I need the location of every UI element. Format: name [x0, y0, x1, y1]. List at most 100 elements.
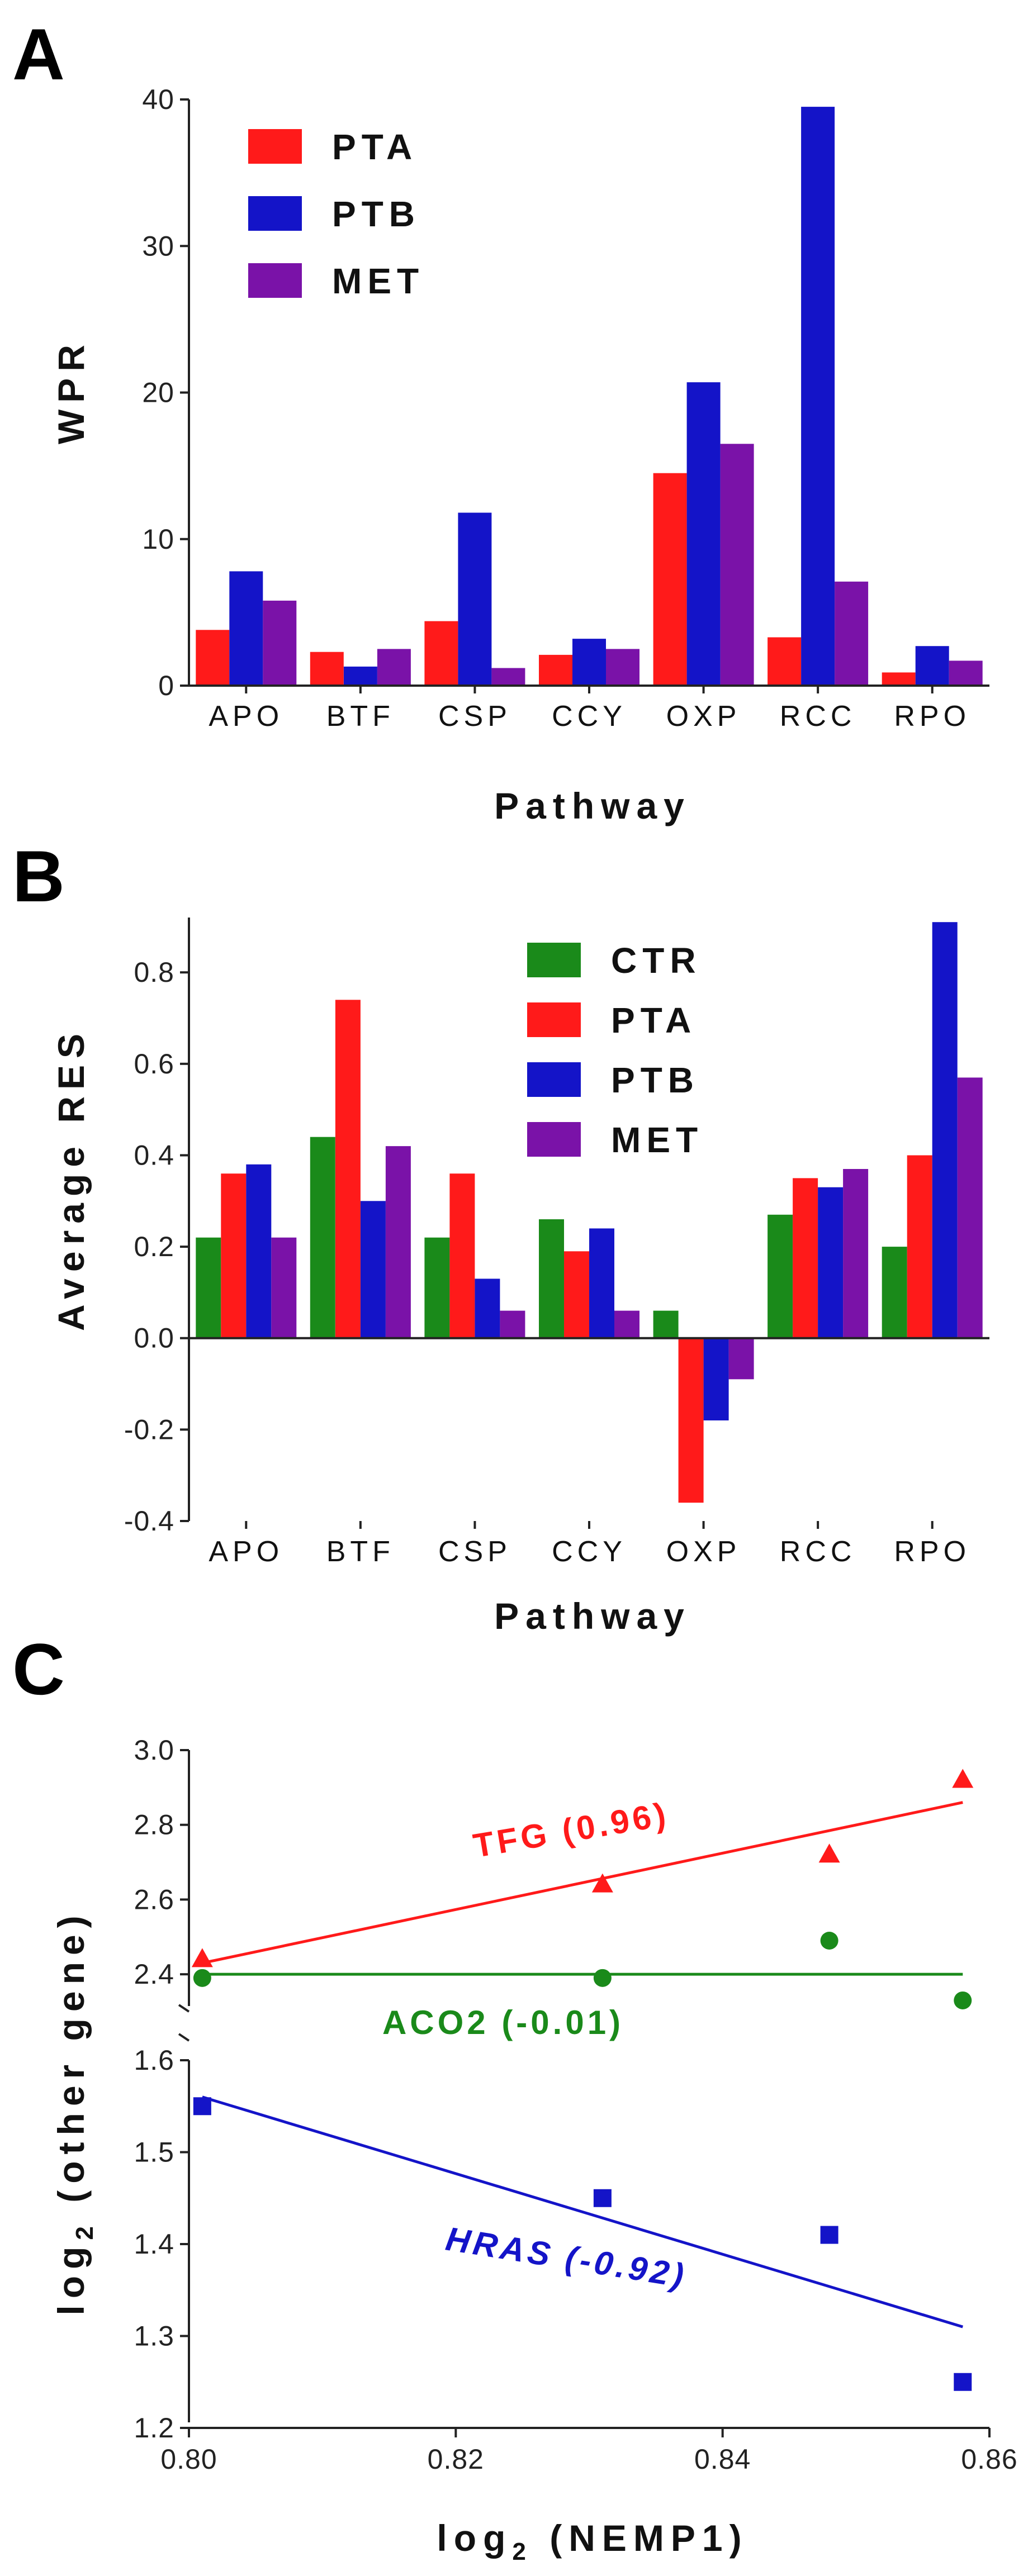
chart-c-ytick-label: 1.2	[134, 2412, 174, 2444]
chart-a-bar-ptb-rcc	[801, 107, 835, 686]
chart-b-ytick-label: 0.0	[134, 1323, 174, 1354]
chart-b-ytick-label: 0.2	[134, 1231, 174, 1262]
chart-b-bar-ptb-oxp	[703, 1338, 729, 1420]
chart-c-point-aco2	[820, 1931, 838, 1950]
panel-c-letter: C	[12, 1628, 65, 1710]
chart-a-bars	[196, 107, 983, 686]
chart-b-legend-label-ctr: CTR	[611, 940, 702, 981]
chart-a-bar-met-csp	[491, 668, 525, 686]
chart-b-bar-pta-csp	[449, 1173, 475, 1338]
chart-c-point-tfg	[191, 1948, 213, 1967]
chart-a-bar-pta-btf	[310, 652, 344, 686]
chart-a-bar-met-btf	[377, 649, 411, 686]
chart-c-fit-hras	[202, 2095, 964, 2328]
chart-b-legend-label-met: MET	[611, 1120, 703, 1160]
chart-a-bar-met-ccy	[606, 649, 639, 686]
chart-b-bar-ptb-apo	[246, 1164, 272, 1338]
chart-c-point-tfg	[591, 1873, 613, 1893]
chart-b-bar-pta-rcc	[793, 1178, 818, 1338]
chart-c-point-aco2	[954, 1991, 972, 2009]
chart-c-xtick-label: 0.80	[160, 2444, 217, 2475]
chart-c-ytick-label: 1.6	[134, 2045, 174, 2076]
chart-b-bar-met-ccy	[614, 1310, 639, 1338]
chart-a-legend-label-ptb: PTB	[332, 194, 420, 234]
chart-a-xtick-label-ccy: CCY	[552, 700, 627, 733]
chart-b-bar-met-oxp	[728, 1338, 754, 1380]
chart-b-legend-swatch-met	[527, 1122, 581, 1157]
chart-a-bar-met-rcc	[835, 581, 869, 686]
chart-a-ylabel: WPR	[50, 338, 92, 444]
chart-c-label-hras: HRAS (-0.92)	[443, 2220, 690, 2295]
chart-a-ytick-label: 40	[142, 84, 174, 115]
chart-b-legend: CTR PTA PTB MET	[527, 940, 703, 1160]
chart-a-legend-label-met: MET	[332, 261, 424, 301]
chart-a-bar-pta-oxp	[653, 473, 687, 686]
chart-b-bar-ptb-csp	[475, 1279, 500, 1338]
chart-b-bar-met-apo	[271, 1237, 297, 1338]
chart-b-bar-ctr-apo	[196, 1237, 221, 1338]
chart-b-xtick-label-csp: CSP	[438, 1536, 511, 1568]
chart-c-point-hras	[193, 2097, 211, 2116]
chart-a-ytick-label: 0	[158, 670, 174, 701]
chart-a-xtick-label-apo: APO	[209, 700, 283, 733]
chart-a-xtick-label-rpo: RPO	[894, 700, 970, 733]
chart-c-fit-tfg	[202, 1801, 963, 1965]
chart-a-xlabel: Pathway	[494, 785, 691, 826]
chart-b-legend-label-ptb: PTB	[611, 1060, 699, 1100]
chart-b-legend-swatch-ptb	[527, 1062, 581, 1097]
chart-c-xtick-label: 0.82	[428, 2444, 484, 2475]
chart-a-ytick-label: 30	[142, 230, 174, 262]
panel-b-letter: B	[12, 835, 65, 917]
chart-a-bar-ptb-apo	[229, 571, 263, 686]
chart-b-ytick-label: -0.4	[124, 1505, 174, 1537]
chart-b-xlabel: Pathway	[494, 1595, 691, 1637]
chart-c-point-tfg	[952, 1769, 974, 1788]
chart-a-legend-swatch-pta	[248, 129, 302, 164]
chart-b-legend-swatch-pta	[527, 1002, 581, 1037]
chart-a-bar-met-apo	[263, 600, 297, 686]
chart-b-legend-swatch-ctr	[527, 943, 581, 977]
chart-a-bar-met-oxp	[720, 444, 754, 686]
chart-b-xtick-label-rpo: RPO	[894, 1536, 970, 1568]
chart-b-bar-met-csp	[500, 1310, 525, 1338]
chart-c-axis-break	[178, 2004, 190, 2013]
chart-c-ytick-label: 3.0	[134, 1734, 174, 1766]
chart-b-xtick-label-rcc: RCC	[780, 1536, 856, 1568]
chart-a-xtick-label-btf: BTF	[326, 700, 395, 733]
chart-b-ytick-label: -0.2	[124, 1414, 174, 1445]
chart-c-point-hras	[820, 2226, 838, 2244]
chart-a-bar-pta-rpo	[882, 672, 916, 686]
chart-b-xtick-label-btf: BTF	[326, 1536, 395, 1568]
chart-a-wpr: APO BTF CSP CCY OXP RCC RPO 0 10 20 30 40 PTA PTB MET…	[50, 84, 989, 826]
chart-a-bar-ptb-ccy	[572, 639, 606, 686]
chart-b-bar-ptb-btf	[360, 1201, 386, 1338]
chart-c-point-hras	[593, 2189, 612, 2207]
chart-c-ytick-label: 2.4	[134, 1959, 174, 1990]
chart-b-bar-ctr-btf	[310, 1137, 335, 1338]
chart-a-legend-label-pta: PTA	[332, 127, 418, 167]
chart-b-bar-pta-oxp	[678, 1338, 704, 1503]
chart-b-bars	[196, 922, 983, 1503]
chart-b-ylabel: Average RES	[50, 1027, 92, 1331]
chart-b-bar-pta-rpo	[907, 1155, 932, 1338]
chart-c-axes: 2.4 2.6 2.8 3.0 1.2 1.3 1.4 1.5 1.6 0.80 0.82 0.84 0…	[134, 1734, 1017, 2475]
chart-a-legend-swatch-met	[248, 263, 302, 298]
chart-c-correlation: 2.4 2.6 2.8 3.0 1.2 1.3 1.4 1.5 1.6 0.80 0.82 0.84 0…	[50, 1734, 1017, 2565]
chart-b-bar-pta-ccy	[564, 1251, 589, 1338]
chart-a-axes: APO BTF CSP CCY OXP RCC RPO 0 10 20 30 40	[142, 84, 989, 733]
chart-c-ytick-label: 2.6	[134, 1884, 174, 1915]
chart-c-ytick-label: 2.8	[134, 1809, 174, 1841]
chart-a-xtick-label-rcc: RCC	[780, 700, 856, 733]
chart-c-point-hras	[954, 2373, 972, 2391]
chart-b-bar-met-rcc	[843, 1169, 869, 1338]
chart-b-bar-pta-btf	[335, 1000, 361, 1338]
chart-a-bar-ptb-csp	[458, 512, 492, 686]
chart-b-xtick-label-ccy: CCY	[552, 1536, 627, 1568]
chart-c-point-aco2	[593, 1969, 612, 1987]
chart-b-bar-pta-apo	[221, 1173, 247, 1338]
chart-c-fit-lines	[202, 1801, 964, 2328]
chart-b-ytick-label: 0.4	[134, 1139, 174, 1171]
chart-b-bar-ctr-rcc	[768, 1214, 793, 1338]
chart-b-bar-ctr-ccy	[539, 1219, 564, 1338]
chart-c-ylabel: log2 (other gene)	[50, 1909, 98, 2315]
